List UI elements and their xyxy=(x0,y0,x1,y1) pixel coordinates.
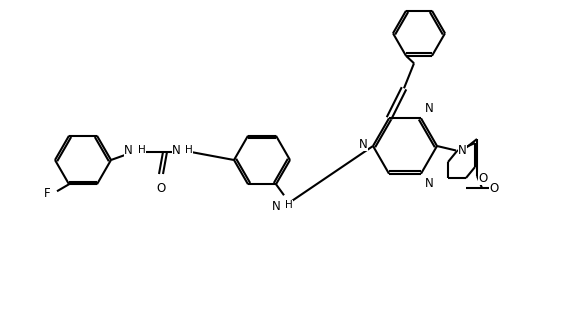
Text: N: N xyxy=(124,144,133,156)
Text: H: H xyxy=(185,145,193,155)
Text: N: N xyxy=(425,102,434,115)
Text: N: N xyxy=(172,144,181,156)
Text: H: H xyxy=(138,145,146,155)
Text: H: H xyxy=(285,200,293,210)
Text: N: N xyxy=(359,137,368,151)
Text: F: F xyxy=(44,187,51,200)
Text: N: N xyxy=(272,200,281,213)
Text: O: O xyxy=(489,181,498,195)
Text: O: O xyxy=(478,172,487,184)
Text: N: N xyxy=(425,177,434,190)
Text: O: O xyxy=(156,182,166,195)
Text: N: N xyxy=(458,145,467,157)
